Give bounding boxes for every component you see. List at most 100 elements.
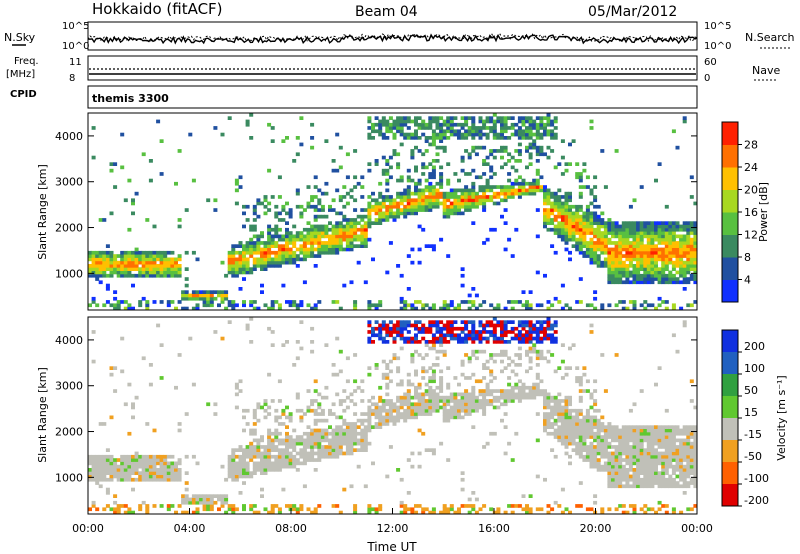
power-cell (607, 254, 612, 258)
velocity-cell (528, 323, 533, 328)
velocity-cell (442, 504, 447, 508)
cpid-value: themis 3300 (92, 92, 169, 105)
power-cell (367, 126, 372, 130)
velocity-cell (614, 507, 619, 512)
power-cell (349, 241, 354, 245)
power-cell (503, 136, 508, 140)
velocity-cell (98, 458, 103, 462)
velocity-cell (120, 468, 125, 472)
power-cell (313, 214, 318, 219)
velocity-cell (682, 441, 687, 446)
velocity-cell (578, 425, 583, 429)
velocity-cell (371, 333, 375, 338)
power-cell (381, 136, 386, 140)
power-cell (525, 119, 529, 124)
power-cell (578, 241, 583, 245)
power-cell (249, 244, 254, 248)
power-cell (682, 270, 687, 275)
power-cell (528, 142, 533, 147)
power-cell (310, 204, 315, 209)
power-cell (679, 250, 684, 255)
velocity-cell (636, 431, 641, 436)
power-cell (234, 178, 239, 183)
power-cell (270, 227, 275, 232)
velocity-cell (156, 468, 161, 472)
power-cell (202, 296, 207, 301)
power-cell (485, 116, 490, 120)
power-cell (281, 139, 286, 143)
power-cell (295, 204, 300, 209)
velocity-cell (156, 454, 161, 459)
power-cell (88, 250, 92, 255)
velocity-cell (507, 399, 512, 403)
power-cell (378, 126, 383, 130)
power-cell (109, 254, 114, 258)
power-cell (163, 257, 168, 262)
colorbar-swatch (722, 122, 738, 145)
power-cell (600, 306, 605, 311)
power-cell (654, 250, 658, 255)
velocity-cell (693, 438, 698, 443)
power-cell (381, 218, 386, 222)
velocity-cell (693, 445, 698, 449)
velocity-cell (245, 323, 250, 328)
power-cell (528, 145, 533, 150)
power-cell (460, 126, 465, 130)
power-cell (446, 208, 451, 212)
power-cell (682, 277, 687, 281)
velocity-cell (517, 392, 522, 397)
velocity-cell (113, 474, 118, 479)
power-cell (424, 178, 429, 183)
velocity-cell (184, 481, 189, 485)
power-cell (471, 221, 476, 225)
velocity-cell (575, 428, 580, 433)
velocity-cell (345, 441, 350, 446)
velocity-cell (585, 458, 590, 462)
velocity-cell (367, 372, 372, 377)
velocity-cell (152, 461, 157, 466)
velocity-cell (686, 454, 691, 459)
velocity-cell (668, 435, 673, 439)
velocity-cell (156, 474, 161, 479)
power-cell (510, 181, 515, 186)
power-cell (396, 191, 401, 196)
power-cell (467, 195, 472, 199)
power-cell (381, 116, 386, 120)
power-cell (338, 221, 343, 225)
power-cell (600, 244, 605, 248)
power-cell (134, 247, 139, 252)
velocity-cell (410, 336, 415, 341)
velocity-cell (191, 382, 196, 387)
power-cell (661, 234, 666, 239)
velocity-cell (693, 471, 698, 475)
power-cell (148, 178, 153, 183)
power-cell (471, 204, 476, 209)
velocity-cell (306, 389, 311, 393)
power-cell (578, 191, 583, 196)
velocity-cell (507, 376, 512, 380)
velocity-cell (127, 461, 132, 466)
power-cell (464, 149, 469, 153)
velocity-cell (145, 474, 150, 479)
velocity-cell (138, 471, 143, 475)
velocity-cell (431, 346, 436, 351)
velocity-cell (514, 431, 519, 436)
velocity-cell (105, 471, 110, 475)
velocity-cell (575, 418, 580, 423)
power-cell (453, 195, 458, 199)
velocity-cell (116, 510, 121, 515)
power-cell (363, 227, 368, 232)
velocity-cell (560, 359, 565, 364)
velocity-cell (174, 461, 178, 466)
power-cell (618, 273, 623, 278)
power-cell (478, 116, 483, 120)
power-cell (102, 264, 107, 268)
velocity-cell (421, 376, 426, 380)
velocity-cell (288, 464, 293, 469)
velocity-cell (621, 471, 626, 475)
power-cell (517, 181, 522, 186)
velocity-cell (331, 435, 336, 439)
power-cell (224, 306, 229, 311)
power-cell (654, 270, 658, 275)
velocity-cell (503, 389, 508, 393)
